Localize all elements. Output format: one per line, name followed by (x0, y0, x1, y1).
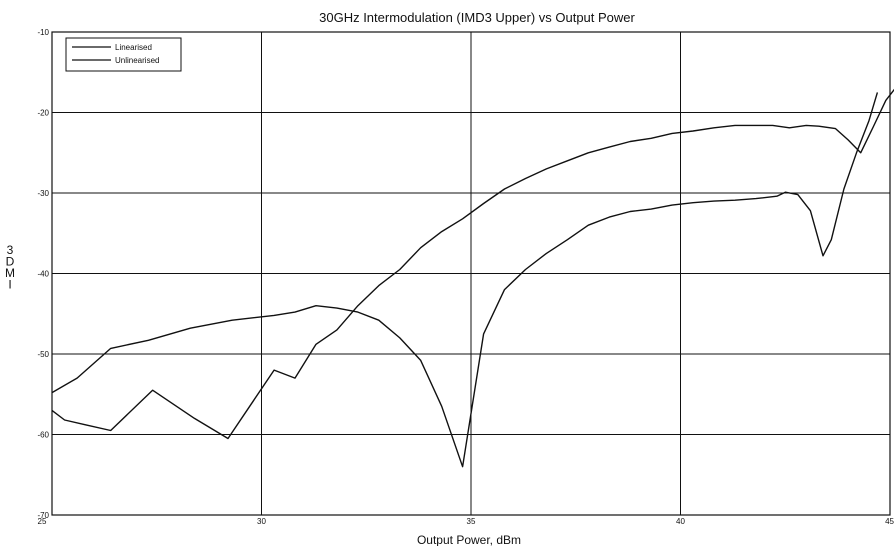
chart-title: 30GHz Intermodulation (IMD3 Upper) vs Ou… (319, 10, 635, 25)
x-tick-labels: 25 30 35 40 45 (38, 517, 894, 526)
y-tick-label: -50 (37, 350, 49, 359)
x-tick-label: 40 (676, 517, 685, 526)
grid-lines (51, 31, 891, 516)
legend-label: Unlinearised (115, 56, 159, 65)
legend-label: Linearised (115, 43, 152, 52)
x-tick-label: 30 (257, 517, 266, 526)
series-line-unlinearised (51, 92, 879, 468)
y-axis-label-char: D (6, 255, 15, 269)
series-line-linearised (51, 88, 894, 440)
x-tick-label: 25 (38, 517, 47, 526)
y-tick-label: -40 (37, 270, 49, 279)
y-axis-label-char: 3 (7, 243, 14, 257)
series-lines (51, 88, 894, 468)
y-tick-label: -70 (37, 511, 49, 520)
y-tick-labels: -70 -60 -50 -40 -30 -20 -10 (37, 28, 49, 520)
x-axis-label: Output Power, dBm (417, 533, 521, 546)
legend: Linearised Unlinearised (65, 37, 182, 72)
legend-box (65, 37, 182, 72)
y-tick-label: -60 (37, 431, 49, 440)
y-axis-label-char: I (8, 278, 11, 292)
y-tick-label: -30 (37, 189, 49, 198)
y-tick-label: -20 (37, 109, 49, 118)
x-tick-label: 45 (885, 517, 894, 526)
y-axis-label-char: M (5, 266, 15, 280)
y-tick-label: -10 (37, 28, 49, 37)
x-tick-label: 35 (467, 517, 476, 526)
